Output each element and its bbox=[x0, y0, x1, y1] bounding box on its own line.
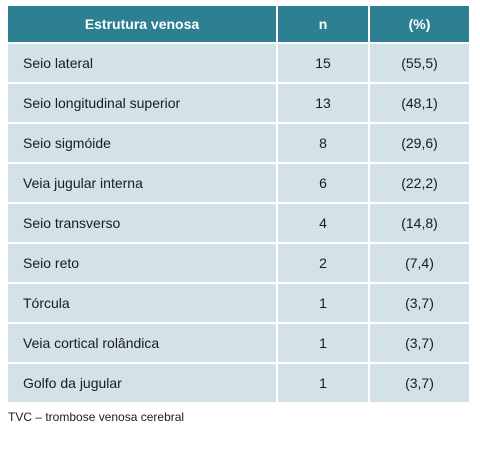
cell-structure: Seio lateral bbox=[8, 43, 278, 84]
cell-n: 2 bbox=[277, 243, 370, 284]
table-footnote: TVC – trombose venosa cerebral bbox=[8, 410, 185, 424]
table-row: Seio longitudinal superior 13 (48,1) bbox=[8, 83, 469, 124]
cell-structure: Veia cortical rolândica bbox=[8, 323, 278, 364]
cell-percent: (55,5) bbox=[369, 43, 469, 84]
cell-percent: (14,8) bbox=[369, 203, 469, 244]
cell-percent: (3,7) bbox=[369, 363, 469, 404]
header-n: n bbox=[277, 6, 370, 44]
cell-percent: (7,4) bbox=[369, 243, 469, 284]
cell-n: 1 bbox=[277, 283, 370, 324]
cell-structure: Tórcula bbox=[8, 283, 278, 324]
header-percent: (%) bbox=[369, 6, 469, 44]
cell-n: 15 bbox=[277, 43, 370, 84]
table-row: Veia jugular interna 6 (22,2) bbox=[8, 163, 469, 204]
header-row: Estrutura venosa n (%) bbox=[8, 6, 469, 44]
table-row: Seio sigmóide 8 (29,6) bbox=[8, 123, 469, 164]
cell-structure: Seio reto bbox=[8, 243, 278, 284]
venous-structure-table: Estrutura venosa n (%) Seio lateral 15 (… bbox=[8, 6, 469, 404]
table-header: Estrutura venosa n (%) bbox=[8, 6, 469, 44]
cell-structure: Veia jugular interna bbox=[8, 163, 278, 204]
cell-percent: (48,1) bbox=[369, 83, 469, 124]
table-row: Seio lateral 15 (55,5) bbox=[8, 43, 469, 84]
cell-n: 6 bbox=[277, 163, 370, 204]
cell-structure: Seio sigmóide bbox=[8, 123, 278, 164]
data-table-container: Estrutura venosa n (%) Seio lateral 15 (… bbox=[8, 6, 469, 404]
cell-structure: Seio transverso bbox=[8, 203, 278, 244]
cell-percent: (22,2) bbox=[369, 163, 469, 204]
cell-structure: Golfo da jugular bbox=[8, 363, 278, 404]
cell-n: 4 bbox=[277, 203, 370, 244]
cell-n: 1 bbox=[277, 363, 370, 404]
header-structure: Estrutura venosa bbox=[8, 6, 278, 44]
cell-percent: (3,7) bbox=[369, 323, 469, 364]
table-row: Tórcula 1 (3,7) bbox=[8, 283, 469, 324]
cell-n: 1 bbox=[277, 323, 370, 364]
cell-n: 8 bbox=[277, 123, 370, 164]
table-row: Veia cortical rolândica 1 (3,7) bbox=[8, 323, 469, 364]
cell-percent: (3,7) bbox=[369, 283, 469, 324]
table-row: Golfo da jugular 1 (3,7) bbox=[8, 363, 469, 404]
cell-n: 13 bbox=[277, 83, 370, 124]
cell-structure: Seio longitudinal superior bbox=[8, 83, 278, 124]
table-row: Seio transverso 4 (14,8) bbox=[8, 203, 469, 244]
table-row: Seio reto 2 (7,4) bbox=[8, 243, 469, 284]
table-body: Seio lateral 15 (55,5) Seio longitudinal… bbox=[8, 43, 469, 404]
cell-percent: (29,6) bbox=[369, 123, 469, 164]
